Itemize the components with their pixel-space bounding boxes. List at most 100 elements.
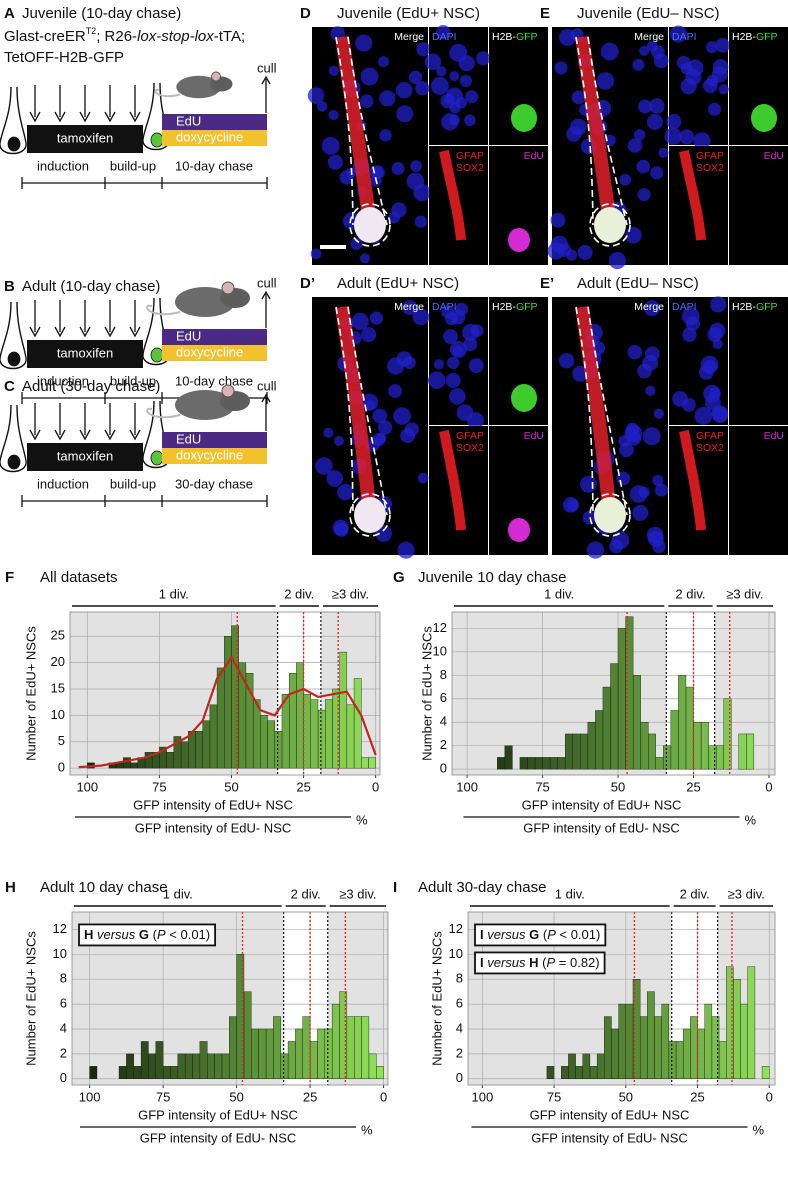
panel-letter: H — [5, 879, 16, 896]
nucleus-stain — [566, 249, 578, 261]
bar — [221, 1053, 230, 1079]
nucleus-stain — [445, 372, 461, 388]
bar — [565, 733, 573, 770]
nucleus-stain — [462, 323, 480, 341]
bar — [273, 1016, 281, 1079]
nucleus-stain — [653, 408, 664, 419]
nucleus-stain — [586, 541, 605, 559]
nsc-outline — [589, 493, 631, 537]
nucleus-stain — [698, 365, 714, 380]
nucleus-stain — [372, 408, 388, 424]
arrow-head — [261, 75, 271, 85]
bar — [324, 1028, 333, 1079]
panel-letter: I — [393, 879, 397, 896]
bar — [331, 1003, 340, 1079]
nucleus-stain — [468, 358, 484, 374]
bar — [546, 1066, 555, 1079]
nucleus-stain — [476, 51, 491, 66]
nucleus-stain — [682, 398, 696, 412]
bar — [309, 1041, 318, 1079]
bar — [625, 1003, 634, 1079]
chart-title: All datasets — [40, 569, 118, 586]
cell-nucleus — [150, 347, 164, 363]
channel-label: GFAP — [456, 430, 484, 442]
nucleus-stain — [441, 305, 455, 319]
bar — [685, 686, 694, 770]
nsc-body — [594, 497, 626, 533]
bar — [723, 698, 732, 770]
bar — [654, 1016, 662, 1079]
channel-label: H2B-GFP — [732, 31, 778, 43]
nucleus-stain — [415, 81, 430, 96]
nucleus-stain — [638, 99, 653, 114]
bar — [587, 722, 596, 770]
nucleus-stain — [369, 311, 383, 325]
bar — [281, 694, 290, 769]
x-axis-unit: % — [361, 1122, 373, 1137]
division-label: 2 div. — [284, 586, 314, 601]
bar — [639, 1016, 648, 1079]
bar — [140, 1041, 149, 1079]
nucleus-stain — [337, 483, 354, 501]
annotation: H versus G (P < 0.01) — [84, 927, 210, 942]
nucleus-stain — [379, 90, 396, 107]
bar — [295, 1028, 303, 1079]
nucleus-stain — [693, 132, 711, 150]
genotype-part: Glast-creER — [4, 28, 86, 45]
label: 10-day chase — [175, 373, 253, 388]
cell-nucleus — [7, 136, 21, 152]
nucleus-stain — [443, 329, 458, 345]
nucleus-stain — [680, 78, 697, 95]
bar — [130, 762, 138, 769]
label: doxycycline — [176, 129, 243, 144]
bar — [632, 675, 641, 770]
label: 30-day chase — [175, 476, 253, 491]
nucleus-stain — [554, 61, 568, 75]
bar — [582, 1053, 591, 1079]
label: induction — [37, 158, 89, 173]
nsc-outline — [335, 36, 388, 226]
x-tick-label: 0 — [765, 779, 772, 794]
channel-label: GFAP — [696, 150, 724, 162]
gfap-process — [575, 36, 617, 226]
nucleus-stain — [643, 300, 661, 317]
y-tick-label: 8 — [60, 971, 67, 986]
nucleus-stain — [558, 353, 575, 369]
annotation-part: ( — [539, 927, 548, 942]
channel-label: SOX2 — [696, 442, 724, 454]
mouse-tail — [154, 88, 181, 98]
x-tick-label: 0 — [766, 1089, 773, 1104]
gfp-nucleus — [511, 384, 537, 412]
annotation-box — [474, 951, 606, 975]
x-tick-label: 100 — [79, 1089, 101, 1104]
bar — [726, 966, 734, 1079]
bar — [265, 1028, 274, 1079]
bar — [596, 1053, 605, 1079]
nucleus-stain — [562, 497, 579, 513]
label: doxycycline — [176, 344, 243, 359]
bar — [557, 757, 566, 770]
nucleus-stain — [449, 341, 467, 359]
annotation-box — [78, 923, 217, 947]
y-tick-label: 20 — [51, 654, 65, 669]
panel-title: Juvenile (EdU– NSC) — [577, 5, 720, 22]
nucleus-stain — [577, 244, 593, 261]
nucleus-stain — [449, 388, 466, 405]
arrow-head — [129, 111, 141, 123]
nucleus-stain — [328, 65, 340, 76]
channel-label: Merge — [394, 301, 424, 313]
arrow-head — [54, 429, 66, 441]
x-tick-label: 75 — [156, 1089, 170, 1104]
y-tick-label: 0 — [456, 1070, 463, 1085]
nucleus-stain — [387, 357, 405, 375]
cell-outline — [0, 301, 27, 370]
bar — [663, 745, 672, 770]
nucleus-stain — [449, 71, 460, 82]
bar — [595, 710, 604, 770]
arrow-head — [79, 111, 91, 123]
y-tick-label: 0 — [440, 761, 447, 776]
annotation-part: versus — [93, 927, 139, 942]
plot-frame — [467, 911, 776, 1086]
nucleus-stain — [642, 427, 661, 446]
nucleus-stain — [307, 87, 325, 104]
